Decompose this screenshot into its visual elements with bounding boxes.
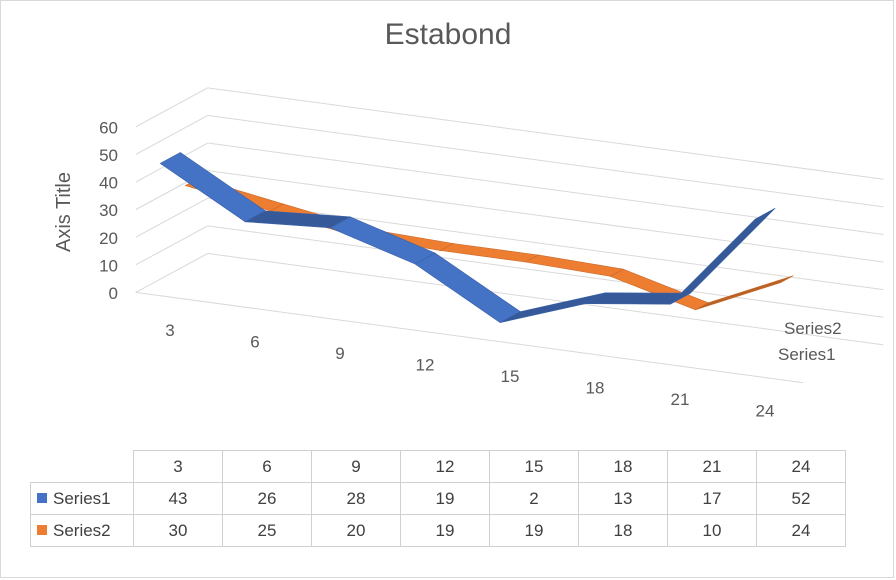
data-table: 3 6 9 12 15 18 21 24 Series1 43 26 28 19…	[30, 450, 846, 547]
side-gridline	[135, 114, 208, 155]
x-tick-label: 18	[586, 379, 605, 398]
series2-segment	[695, 275, 794, 311]
side-gridline	[135, 252, 208, 293]
y-tick-label: 40	[99, 174, 118, 193]
chart-title: Estabond	[384, 18, 512, 51]
x-tick-label: 6	[250, 333, 259, 352]
gridline	[207, 142, 884, 235]
y-axis-title: Axis Title	[53, 172, 75, 252]
table-cell: 19	[489, 514, 579, 547]
table-cell: 18	[578, 514, 668, 547]
table-cell: 25	[222, 514, 312, 547]
y-tick-label: 0	[109, 284, 118, 303]
y-tick-label: 20	[99, 229, 118, 248]
table-cell: 30	[133, 514, 223, 547]
table-header-cell: 12	[400, 450, 490, 483]
table-cell: 19	[400, 482, 490, 515]
gridline	[207, 87, 884, 180]
depth-axis-label: Series2	[784, 319, 842, 338]
table-row-label: Series2	[30, 514, 134, 547]
series2-legend-swatch	[37, 525, 47, 536]
y-tick-label: 60	[99, 118, 118, 137]
table-header-cell: 3	[133, 450, 223, 483]
table-row-series2: Series2 30 25 20 19 19 18 10 24	[30, 514, 846, 547]
table-header-cell: 9	[311, 450, 401, 483]
x-tick-label: 3	[165, 321, 174, 340]
table-cell: 2	[489, 482, 579, 515]
gridline	[207, 252, 884, 346]
table-cell: 17	[667, 482, 757, 515]
gridline	[207, 114, 884, 208]
table-row-label: Series1	[30, 482, 134, 515]
table-cell: 26	[222, 482, 312, 515]
y-tick-label: 50	[99, 146, 118, 165]
table-header-cell: 21	[667, 450, 757, 483]
table-header-row: 3 6 9 12 15 18 21 24	[30, 450, 846, 483]
table-cell: 13	[578, 482, 668, 515]
series2-segment	[524, 254, 625, 277]
x-tick-label: 9	[335, 344, 344, 363]
table-cell: 24	[756, 514, 846, 547]
series1-legend-label: Series1	[53, 488, 111, 508]
side-gridline	[135, 225, 208, 266]
gridline	[207, 225, 884, 318]
side-gridline	[135, 87, 208, 128]
series2-legend-label: Series2	[53, 520, 111, 540]
series1-segment	[414, 252, 521, 323]
table-cell: 19	[400, 514, 490, 547]
x-tick-label: 12	[416, 356, 435, 375]
table-cell: 20	[311, 514, 401, 547]
side-gridline	[135, 197, 208, 238]
series1-segment	[159, 152, 266, 223]
gridline	[207, 197, 884, 291]
x-tick-label: 21	[671, 390, 690, 409]
x-tick-label: 24	[756, 402, 775, 421]
chart-plot: 0 10 20 30 40 50 60 Axis Title 3 6 9 12 15 18 21 24 Seri…	[53, 87, 884, 421]
depth-axis-label: Series1	[778, 345, 836, 364]
series1-segment	[500, 292, 606, 323]
floor-edge	[135, 291, 804, 384]
table-corner	[30, 450, 134, 483]
table-header-cell: 24	[756, 450, 846, 483]
series1-legend-swatch	[37, 493, 47, 504]
y-tick-label: 10	[99, 256, 118, 275]
table-cell: 28	[311, 482, 401, 515]
table-cell: 10	[667, 514, 757, 547]
x-tick-label: 15	[501, 367, 520, 386]
series1-segment	[669, 207, 776, 305]
table-cell: 52	[756, 482, 846, 515]
table-header-cell: 6	[222, 450, 312, 483]
table-row-series1: Series1 43 26 28 19 2 13 17 52	[30, 482, 846, 515]
table-cell: 43	[133, 482, 223, 515]
table-header-cell: 15	[489, 450, 579, 483]
y-tick-label: 30	[99, 201, 118, 220]
table-header-cell: 18	[578, 450, 668, 483]
gridline	[207, 170, 884, 263]
